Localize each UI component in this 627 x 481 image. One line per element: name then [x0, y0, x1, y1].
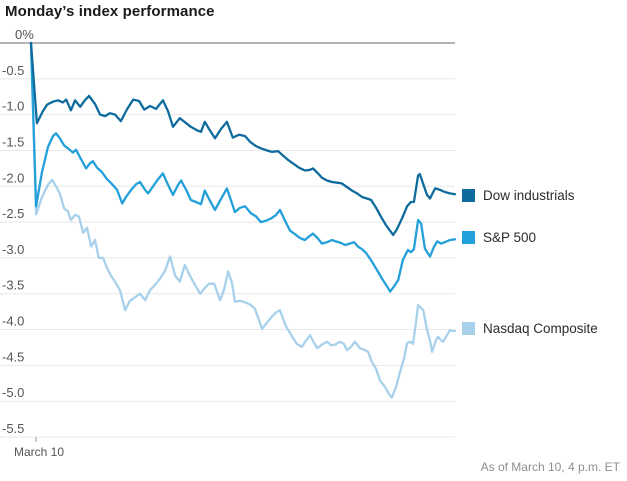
- dow-legend-swatch: [462, 188, 475, 202]
- nasdaq-legend-label: Nasdaq Composite: [483, 320, 598, 336]
- y-axis-tick-label: -5.0: [2, 385, 24, 400]
- chart-title: Monday’s index performance: [5, 3, 215, 20]
- dow-legend-label: Dow industrials: [483, 187, 575, 203]
- y-axis-tick-label: -3.0: [2, 242, 24, 257]
- y-axis-tick-label: -3.5: [2, 278, 24, 293]
- sp500-legend-label: S&P 500: [483, 229, 537, 245]
- legend-item-sp500: S&P 500: [462, 229, 537, 245]
- y-axis-tick-label: -5.5: [2, 421, 24, 436]
- series-line-s-p-500: [29, 41, 457, 293]
- y-axis-tick-label: -2.0: [2, 170, 24, 185]
- nasdaq-legend-swatch: [462, 321, 475, 335]
- series-line-dow-industrials: [29, 41, 457, 237]
- y-axis-tick-label: -1.0: [2, 99, 24, 114]
- y-axis-tick-label: -0.5: [2, 63, 24, 78]
- y-axis-tick-label: 0%: [15, 27, 34, 42]
- legend-item-nasdaq: Nasdaq Composite: [462, 320, 598, 336]
- x-axis-tick-label: March 10: [14, 445, 64, 459]
- y-axis-tick-label: -4.5: [2, 349, 24, 364]
- series-line-nasdaq-composite: [29, 41, 457, 399]
- y-axis-tick-label: -1.5: [2, 134, 24, 149]
- y-axis-tick-label: -4.0: [2, 314, 24, 329]
- sp500-legend-swatch: [462, 230, 475, 244]
- source-note: As of March 10, 4 p.m. ET: [480, 460, 620, 474]
- y-axis-tick-label: -2.5: [2, 206, 24, 221]
- legend-item-dow: Dow industrials: [462, 187, 575, 203]
